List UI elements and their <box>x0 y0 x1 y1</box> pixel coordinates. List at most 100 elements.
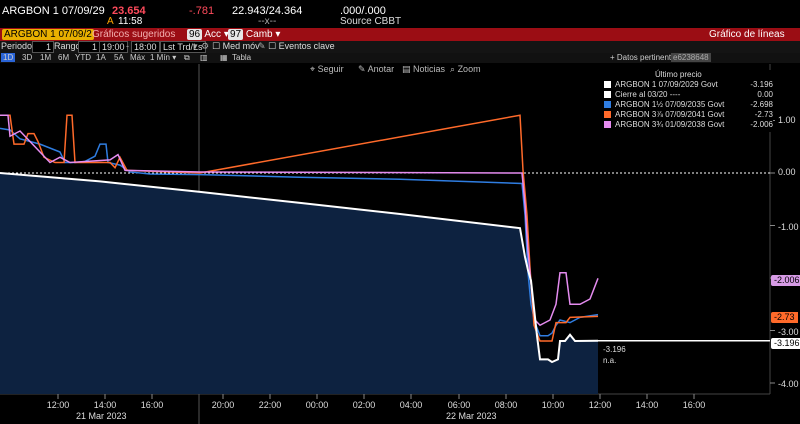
legend-series-name: Cierre al 03/20 ---- <box>615 90 681 99</box>
legend-swatch <box>604 101 611 108</box>
legend-series-value: 0.00 <box>757 90 773 99</box>
suggested-charts-label[interactable]: Gráficos sugeridos <box>92 29 176 40</box>
x-tick-label: 08:00 <box>494 400 518 410</box>
pencil-icon: ✎ <box>358 64 366 74</box>
y-tick-label: -1.00 <box>778 222 799 232</box>
annotate-tool[interactable]: ✎ Anotar <box>358 64 394 75</box>
period-button-5a[interactable]: 5A <box>114 53 124 62</box>
legend-series-value: -2.006 <box>750 120 773 129</box>
period-button-3d[interactable]: 3D <box>22 53 33 62</box>
legend-swatch <box>604 111 611 118</box>
command-security-field[interactable]: ARGBON 1 07/09/2 <box>2 29 94 40</box>
time-from-field[interactable]: 19:00 <box>99 41 128 53</box>
ticker-security[interactable]: ARGBON 1 07/09/29 <box>2 5 105 17</box>
ticker-bid-ask: 22.943/24.364 <box>232 5 303 17</box>
y-tick-label: 1.00 <box>778 115 796 125</box>
legend-swatch <box>604 81 611 88</box>
x-tick-label: 12:00 <box>46 400 70 410</box>
last-trade-select[interactable]: Lst Trd/Ls <box>160 41 206 53</box>
actions-code: 96 <box>187 29 203 40</box>
legend-series-name: ARGBON 1½ 07/09/2035 Govt <box>615 100 725 109</box>
legend-row[interactable]: ARGBON 3⅞ 07/09/2041 Govt -2.73 <box>603 110 773 120</box>
pencil-icon[interactable]: ✎ <box>258 41 266 51</box>
command-bar: ARGBON 1 07/09/2 Gráficos sugeridos 96 A… <box>0 28 800 41</box>
legend-row[interactable]: ARGBON 3¾ 01/09/2038 Govt -2.006 <box>603 120 773 130</box>
x-tick-label: 14:00 <box>93 400 117 410</box>
x-tick-label: 04:00 <box>399 400 423 410</box>
line-chart[interactable] <box>0 64 800 424</box>
change-menu[interactable]: 97 Camb ▾ <box>228 29 280 40</box>
x-tick-label: 14:00 <box>635 400 659 410</box>
line-chart-icon[interactable]: ⧉ <box>184 53 190 62</box>
legend-row[interactable]: Cierre al 03/20 ---- 0.00 <box>603 90 773 100</box>
period-button-1d[interactable]: 1D <box>1 53 16 62</box>
x-tick-label: 00:00 <box>305 400 329 410</box>
period-button-1a[interactable]: 1A <box>96 53 106 62</box>
moving-average-toggle[interactable]: ☐ Med móv <box>212 41 260 52</box>
chevron-down-icon: ▾ <box>275 29 281 40</box>
periodo-field[interactable]: 1 <box>32 41 54 53</box>
legend-swatch <box>604 121 611 128</box>
period-button-ytd[interactable]: YTD <box>75 53 91 62</box>
legend-swatch <box>604 91 611 98</box>
follow-tool[interactable]: ⌖ Seguir <box>310 64 344 75</box>
period-button-1m[interactable]: 1M <box>40 53 52 62</box>
series-line-2 <box>0 114 599 342</box>
ticker-time: 11:58 <box>118 16 143 27</box>
legend-series-value: -2.73 <box>754 110 773 119</box>
legend-header: Último precio <box>655 70 702 79</box>
checkbox-icon: ☐ <box>268 41 277 51</box>
zoom-icon: ⌕ <box>450 64 456 74</box>
period-button-max[interactable]: Máx <box>130 53 146 62</box>
annotate-label: Anotar <box>367 64 395 74</box>
pertinent-data-button[interactable]: + Datos pertinent <box>610 53 672 62</box>
follow-label: Seguir <box>317 64 344 74</box>
table-icon[interactable]: ▦ <box>220 53 228 62</box>
legend-row[interactable]: ARGBON 1 07/09/2029 Govt -3.196 <box>603 80 773 90</box>
ticker-bar: ARGBON 1 07/09/29 23.654 -.781 22.943/24… <box>0 0 800 28</box>
time-to-field[interactable]: 18:00 <box>131 41 160 53</box>
actions-menu[interactable]: 96 Acc ▾ <box>187 29 229 40</box>
x-date-label: 22 Mar 2023 <box>446 411 497 421</box>
crosshair-icon: ⌖ <box>310 64 316 74</box>
ticker-change: -.781 <box>189 5 215 17</box>
x-tick-label: 06:00 <box>447 400 471 410</box>
x-tick-label: 02:00 <box>352 400 376 410</box>
pertinent-code: e6238648 <box>671 53 711 62</box>
news-label: Noticias <box>413 64 446 74</box>
area-fill <box>0 173 598 394</box>
x-tick-label: 22:00 <box>258 400 282 410</box>
time-range-dash: - <box>126 41 129 51</box>
chevron-down-icon[interactable]: ▾ <box>193 41 198 51</box>
news-tool[interactable]: ▤ Noticias <box>402 64 445 75</box>
zoom-tool[interactable]: ⌕ Zoom <box>450 64 481 75</box>
chevron-down-icon: ▾ <box>223 29 229 40</box>
ticker-separator: --x-- <box>258 16 277 27</box>
command-security[interactable]: ARGBON 1 07/09/2 <box>2 29 94 40</box>
key-events-toggle[interactable]: ☐ Eventos clave <box>268 41 335 52</box>
x-tick-label: 10:00 <box>541 400 565 410</box>
bar-chart-icon[interactable]: ▥ <box>200 53 208 62</box>
moving-average-label: Med móv <box>222 41 260 51</box>
legend-row[interactable]: ARGBON 1½ 07/09/2035 Govt -2.698 <box>603 100 773 110</box>
badge-orange-series: -2.73 <box>771 312 798 323</box>
y-tick-label: 0.00 <box>778 167 796 177</box>
legend-series-name: ARGBON 3⅞ 07/09/2041 Govt <box>615 110 725 119</box>
y-tick-label: -3.00 <box>778 327 799 337</box>
badge-white-series: -3.196 <box>771 338 800 349</box>
rango-field[interactable]: 1 <box>78 41 100 53</box>
x-tick-label: 20:00 <box>211 400 235 410</box>
periodo-label: Periodo <box>1 41 33 51</box>
settings-icon[interactable]: ⚙ <box>201 41 210 51</box>
table-button[interactable]: Tabla <box>232 53 252 62</box>
interval-label: 1 Mín <box>150 53 171 62</box>
series-line-0 <box>0 172 599 364</box>
actions-label: Acc <box>204 29 222 40</box>
interval-select[interactable]: 1 Mín ▾ <box>150 53 176 62</box>
zoom-label: Zoom <box>457 64 481 74</box>
last-value-annotation: -3.196 <box>603 345 626 354</box>
ticker-time-prefix: A <box>107 16 114 27</box>
series-line-1 <box>0 127 599 337</box>
period-button-6m[interactable]: 6M <box>58 53 70 62</box>
ticker-source: Source CBBT <box>340 16 402 27</box>
